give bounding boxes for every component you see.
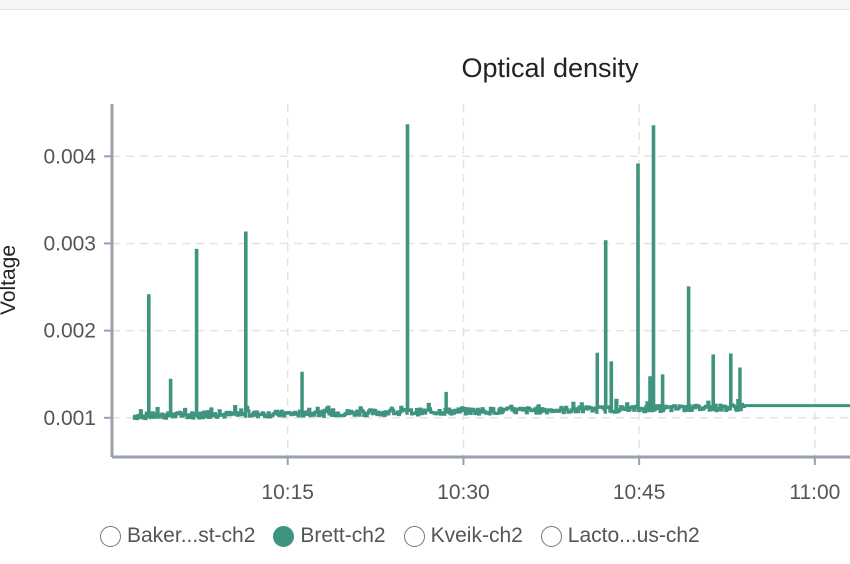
tick-labels: 0.001 0.002 0.003 0.004 10:15 10:30 10:45 11:00: [43, 145, 840, 504]
x-tick-label: 11:00: [789, 481, 840, 504]
legend-toggle-icon: [100, 525, 121, 547]
legend-item-lacto[interactable]: Lacto...us-ch2: [540, 524, 700, 548]
plot-area: [132, 124, 850, 421]
grid-lines: [112, 104, 850, 457]
x-tick-label: 10:30: [437, 481, 490, 504]
legend-item-baker[interactable]: Baker...st-ch2: [100, 524, 255, 548]
legend-label: Brett-ch2: [300, 524, 386, 547]
y-tick-label: 0.002: [43, 320, 96, 343]
x-tick-label: 10:45: [613, 481, 666, 504]
chart-title: Optical density: [461, 53, 639, 83]
legend-item-kveik[interactable]: Kveik-ch2: [403, 524, 523, 548]
legend-label: Baker...st-ch2: [127, 524, 256, 547]
series-line-brett-ch2: [132, 124, 850, 421]
x-tick-label: 10:15: [261, 481, 314, 504]
y-tick-label: 0.004: [43, 145, 96, 168]
legend-label: Lacto...us-ch2: [567, 524, 700, 547]
legend: Baker...st-ch2 Brett-ch2 Kveik-ch2 Lacto…: [100, 520, 718, 552]
legend-label: Kveik-ch2: [430, 524, 523, 547]
y-tick-label: 0.003: [43, 232, 96, 255]
top-strip: [0, 0, 850, 10]
axes: [104, 104, 850, 465]
legend-toggle-icon: [403, 525, 425, 547]
y-axis-label: Voltage: [0, 245, 20, 315]
legend-item-brett[interactable]: Brett-ch2: [273, 524, 386, 548]
y-tick-label: 0.001: [43, 407, 96, 430]
legend-toggle-icon: [273, 525, 295, 547]
legend-toggle-icon: [540, 525, 562, 547]
